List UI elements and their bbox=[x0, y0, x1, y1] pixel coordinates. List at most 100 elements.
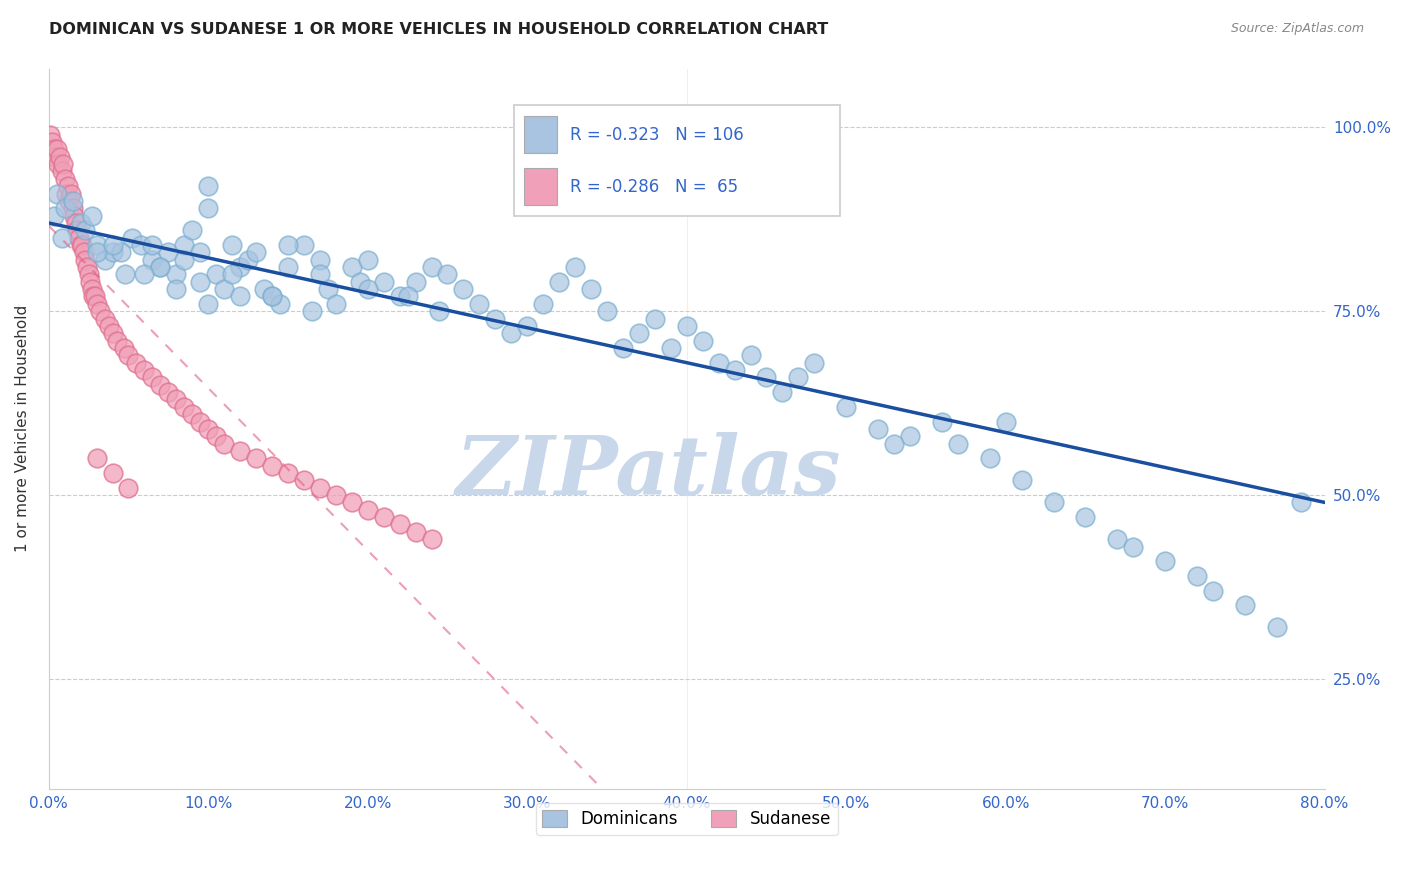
Point bbox=[121, 230, 143, 244]
Point bbox=[301, 304, 323, 318]
Point bbox=[188, 245, 211, 260]
Point bbox=[755, 370, 778, 384]
Point bbox=[197, 422, 219, 436]
Point bbox=[93, 311, 115, 326]
Point bbox=[675, 318, 697, 333]
Point bbox=[89, 304, 111, 318]
Point bbox=[405, 524, 427, 539]
Point bbox=[165, 282, 187, 296]
Point bbox=[501, 326, 523, 341]
Point bbox=[212, 436, 235, 450]
Point bbox=[67, 230, 90, 244]
Point bbox=[101, 245, 124, 260]
Point bbox=[835, 400, 858, 414]
Point bbox=[173, 400, 195, 414]
Point bbox=[117, 481, 139, 495]
Point bbox=[197, 297, 219, 311]
Point bbox=[101, 326, 124, 341]
Point bbox=[134, 363, 156, 377]
Text: ZIPatlas: ZIPatlas bbox=[456, 432, 841, 512]
Point bbox=[868, 422, 890, 436]
Point bbox=[770, 385, 793, 400]
Point bbox=[181, 223, 204, 237]
Y-axis label: 1 or more Vehicles in Household: 1 or more Vehicles in Household bbox=[15, 305, 30, 552]
Point bbox=[260, 289, 283, 303]
Point bbox=[79, 275, 101, 289]
Point bbox=[165, 392, 187, 407]
Point bbox=[86, 238, 108, 252]
Point bbox=[173, 252, 195, 267]
Point bbox=[141, 252, 163, 267]
Point bbox=[188, 415, 211, 429]
Point bbox=[141, 370, 163, 384]
Point bbox=[579, 282, 602, 296]
Point bbox=[101, 238, 124, 252]
Point bbox=[149, 377, 172, 392]
Legend: Dominicans, Sudanese: Dominicans, Sudanese bbox=[536, 804, 838, 835]
Point bbox=[44, 150, 66, 164]
Point bbox=[58, 194, 80, 208]
Point bbox=[80, 282, 103, 296]
Point bbox=[93, 252, 115, 267]
Point bbox=[76, 260, 98, 274]
Point bbox=[205, 429, 228, 443]
Point bbox=[787, 370, 810, 384]
Point bbox=[105, 334, 128, 348]
Point bbox=[52, 157, 75, 171]
Point bbox=[388, 517, 411, 532]
Point bbox=[112, 341, 135, 355]
Point bbox=[39, 128, 62, 142]
Point bbox=[60, 186, 83, 201]
Point bbox=[309, 268, 332, 282]
Point bbox=[883, 436, 905, 450]
Point bbox=[1074, 510, 1097, 524]
Point bbox=[1011, 474, 1033, 488]
Point bbox=[221, 268, 243, 282]
Point bbox=[197, 179, 219, 194]
Point bbox=[564, 260, 586, 274]
Point bbox=[229, 444, 252, 458]
Point bbox=[221, 238, 243, 252]
Point bbox=[260, 289, 283, 303]
Point bbox=[740, 348, 762, 362]
Point bbox=[277, 260, 299, 274]
Point bbox=[644, 311, 666, 326]
Point bbox=[236, 252, 259, 267]
Point bbox=[45, 186, 67, 201]
Point bbox=[1289, 495, 1312, 509]
Point bbox=[141, 238, 163, 252]
Point bbox=[468, 297, 491, 311]
Point bbox=[260, 458, 283, 473]
Point bbox=[125, 356, 148, 370]
Point bbox=[134, 268, 156, 282]
Point bbox=[340, 260, 363, 274]
Point bbox=[357, 282, 380, 296]
Point bbox=[277, 238, 299, 252]
Point bbox=[994, 415, 1017, 429]
Point bbox=[229, 260, 252, 274]
Point bbox=[66, 223, 89, 237]
Point bbox=[65, 216, 87, 230]
Point bbox=[1265, 620, 1288, 634]
Point bbox=[946, 436, 969, 450]
Point bbox=[69, 216, 91, 230]
Point bbox=[70, 238, 93, 252]
Point bbox=[1042, 495, 1064, 509]
Point bbox=[612, 341, 634, 355]
Point bbox=[931, 415, 953, 429]
Point bbox=[129, 238, 152, 252]
Point bbox=[98, 318, 121, 333]
Point bbox=[42, 143, 65, 157]
Point bbox=[53, 201, 76, 215]
Point bbox=[898, 429, 921, 443]
Point bbox=[1107, 532, 1129, 546]
Text: Source: ZipAtlas.com: Source: ZipAtlas.com bbox=[1230, 22, 1364, 36]
Point bbox=[73, 245, 96, 260]
Point bbox=[1233, 599, 1256, 613]
Point bbox=[803, 356, 825, 370]
Point bbox=[82, 289, 104, 303]
Point bbox=[1154, 554, 1177, 568]
Point bbox=[77, 268, 100, 282]
Point bbox=[707, 356, 730, 370]
Point bbox=[53, 171, 76, 186]
